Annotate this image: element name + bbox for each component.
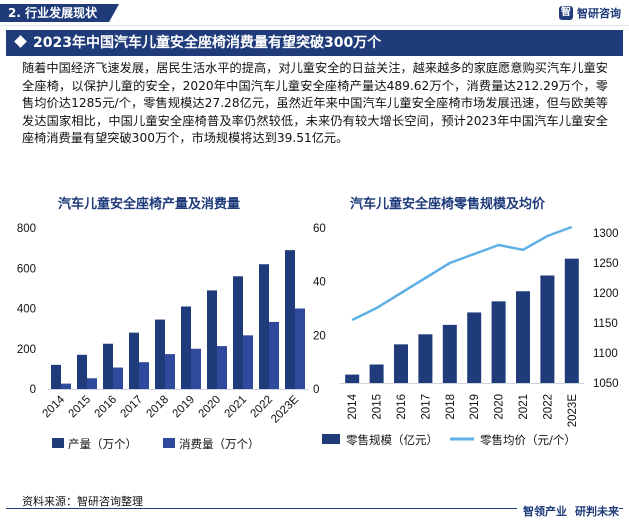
chart2-title: 汽车儿童安全座椅零售规模及均价 [350, 197, 546, 212]
chart1-x-tick-2016: 2016 [93, 394, 120, 421]
chart2-bar-scale-2023E [564, 258, 579, 383]
chart1-x-tick-2020: 2020 [197, 394, 224, 421]
brand-name: 智研咨询 [577, 7, 621, 20]
chart1-legend-production: 产量（万个） [68, 437, 137, 451]
chart1-x-tick-2018: 2018 [145, 394, 172, 421]
chart1-x-tick-2015: 2015 [67, 394, 94, 421]
body-paragraph: 随着中国经济飞速发展，居民生活水平的提高，对儿童安全的日益关注，越来越多的家庭愿… [22, 61, 608, 146]
chart1-bar-production-2014 [51, 364, 61, 389]
top-header: 2. 行业发展现状 智 智研咨询 [0, 0, 629, 26]
chart1-bar-production-2018 [155, 319, 165, 389]
chart1-title: 汽车儿童安全座椅产量及消费量 [58, 197, 241, 212]
chart1-left-tick-0: 0 [30, 384, 36, 396]
source-note: 资料来源：智研咨询整理 [22, 495, 143, 508]
footer-slogan-right: 研判未来 [575, 505, 619, 518]
chart1-legend-swatch-production [52, 438, 64, 448]
chart1-bar-production-2023E [285, 250, 295, 389]
chart1-bar-production-2019 [181, 306, 191, 389]
page-title: 2023年中国汽车儿童安全座椅消费量有望突破300万个 [6, 30, 623, 56]
chart1-left-tick-4: 800 [17, 223, 36, 235]
chart2-legend-scale: 零售规模（亿元） [346, 433, 438, 447]
brand-logo-icon: 智 [559, 6, 573, 20]
chart2-right-tick-4: 1250 [593, 258, 619, 270]
chart2-legend-price: 零售均价（元/个） [480, 433, 576, 447]
chart2-right-tick-3: 1200 [593, 288, 619, 300]
chart2-bar-scale-2016 [394, 344, 408, 383]
chart1-bar-production-2022 [259, 264, 269, 389]
chart2-x-tick-2016: 2016 [396, 394, 408, 420]
chart2-bar-scale-2019 [467, 312, 482, 383]
chart1-bar-consumption-2020 [217, 346, 227, 389]
chart1-bar-production-2017 [129, 332, 139, 389]
chart1-left-tick-1: 200 [17, 344, 36, 356]
chart1-left-tick-2: 400 [17, 304, 36, 316]
chart2-right-tick-5: 1300 [593, 228, 619, 240]
chart2-bar-scale-2021 [516, 291, 530, 383]
chart2-line-avg-price [351, 225, 573, 322]
chart2-bar-scale-2022 [540, 275, 555, 383]
chart1-bar-production-2021 [233, 276, 243, 389]
chart2-x-tick-2015: 2015 [372, 394, 384, 420]
chart2-x-tick-2014: 2014 [347, 393, 359, 419]
chart2-x-tick-2018: 2018 [445, 394, 457, 420]
chart1-bar-consumption-2023E [295, 308, 305, 389]
chart1-bar-consumption-2019 [191, 348, 201, 389]
chart1-x-tick-2021: 2021 [223, 394, 250, 421]
chart1-bar-production-2020 [207, 290, 217, 389]
chart1-bar-consumption-2021 [243, 335, 253, 389]
chart1-x-tick-2019: 2019 [171, 394, 198, 421]
chart2-x-tick-2019: 2019 [469, 394, 481, 420]
chart1-right-tick-1: 20 [313, 330, 326, 342]
chart1-right-tick-0: 0 [313, 384, 319, 396]
chart2-right-tick-0: 1050 [593, 378, 619, 390]
chart2-right-tick-1: 1100 [593, 348, 618, 360]
footer-slogan-left: 智领产业 [523, 505, 567, 518]
chart1-legend-consumption: 消费量（万个） [179, 437, 260, 451]
chart2-bar-scale-2018 [442, 324, 457, 383]
chart1-left-tick-3: 600 [17, 263, 36, 275]
chart2-bar-scale-2017 [418, 334, 433, 383]
chart1-bar-consumption-2014 [61, 383, 71, 389]
chart2-x-tick-2023E: 2023E [567, 394, 579, 428]
footer-brand: 智领产业 研判未来 [517, 503, 619, 519]
chart1-bar-consumption-2018 [165, 354, 175, 389]
chart1-bar-consumption-2022 [269, 321, 279, 389]
chart1-right-tick-3: 60 [313, 223, 326, 235]
chart2-x-tick-2022: 2022 [542, 394, 554, 420]
chart1-bar-consumption-2016 [113, 367, 123, 389]
chart2-x-tick-2020: 2020 [494, 394, 506, 420]
chart2-x-tick-2021: 2021 [518, 394, 530, 420]
chart2-x-tick-2017: 2017 [420, 394, 432, 420]
chart2-right-tick-2: 1150 [593, 318, 618, 330]
chart2-bar-scale-2020 [491, 301, 506, 383]
chart2-bar-scale-2015 [369, 364, 384, 383]
chart1-bar-production-2015 [77, 354, 87, 389]
chart1-x-tick-2017: 2017 [119, 394, 146, 421]
footer-divider [6, 508, 623, 509]
section-label: 2. 行业发展现状 [0, 4, 119, 22]
chart1-legend-swatch-consumption [163, 438, 175, 448]
chart1-bar-production-2016 [103, 343, 113, 389]
chart1-x-tick-2023E: 2023E [269, 393, 301, 425]
chart2-bar-scale-2014 [345, 374, 360, 383]
brand-logo: 智 智研咨询 [559, 5, 621, 21]
chart1-bar-consumption-2017 [139, 362, 149, 389]
chart1-x-tick-2014: 2014 [41, 393, 68, 420]
chart1-bar-consumption-2015 [87, 378, 97, 389]
chart2-legend-swatch-scale [322, 434, 340, 444]
chart1-right-tick-2: 40 [313, 277, 326, 289]
